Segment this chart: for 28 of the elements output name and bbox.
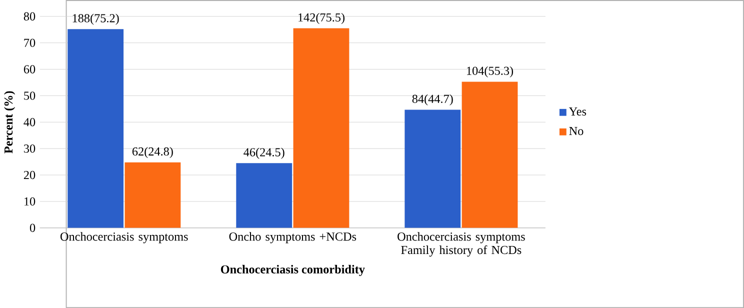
y-tick-label: 60 <box>24 65 36 74</box>
x-tick-label: Onchocerciasis symptoms Family history of NCDs <box>398 232 525 257</box>
bar <box>236 163 292 228</box>
data-label: 188(75.2) <box>72 14 119 25</box>
bar <box>462 82 518 228</box>
y-tick-label: 10 <box>24 197 36 206</box>
data-label: 46(24.5) <box>244 148 284 159</box>
y-tick-label: 20 <box>24 170 36 180</box>
y-tick-label: 0 <box>30 224 36 232</box>
legend-label: No <box>569 126 584 136</box>
bar <box>68 29 124 228</box>
data-label: 104(55.3) <box>467 66 514 78</box>
data-label: 142(75.5) <box>298 12 344 24</box>
y-tick-label: 70 <box>24 38 36 47</box>
y-tick-label: 80 <box>24 12 36 20</box>
y-tick-label: 30 <box>24 144 36 153</box>
bar <box>404 110 461 228</box>
x-tick-label: Oncho symptoms +NCDs <box>229 232 356 244</box>
data-label: 62(24.8) <box>132 146 173 158</box>
data-label: 84(44.7) <box>412 94 453 106</box>
x-tick-label: Onchocerciasis symptoms <box>60 232 188 244</box>
y-tick-label: 40 <box>24 118 36 126</box>
bar <box>293 28 350 228</box>
bar <box>124 162 181 228</box>
x-axis-title: Onchocerciasis comorbidity <box>220 264 365 276</box>
legend-label: Yes <box>568 107 586 116</box>
y-tick-label: 50 <box>24 92 36 100</box>
y-axis-title: Percent (%) <box>4 91 16 154</box>
